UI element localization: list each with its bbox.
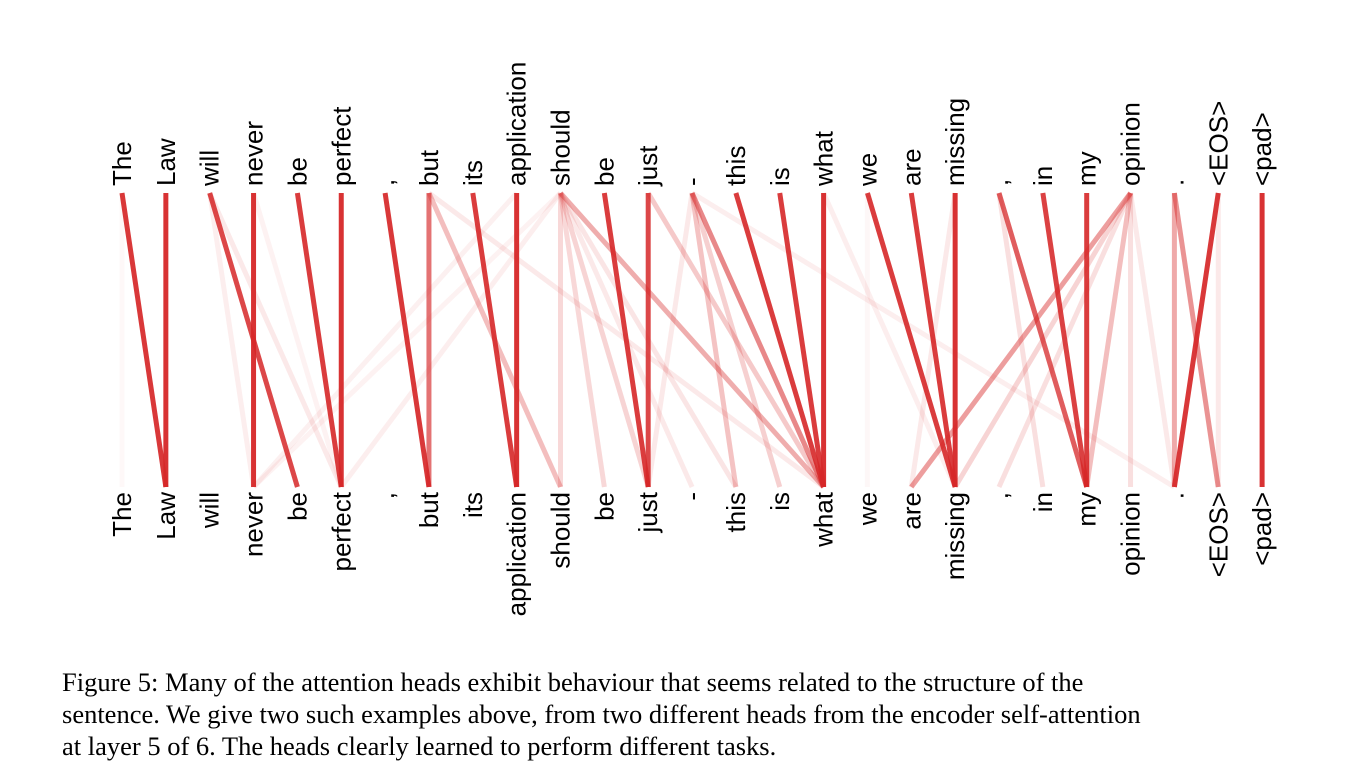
attention-edge-23-19 bbox=[953, 191, 1133, 489]
attention-edge-13-24 bbox=[690, 190, 1176, 490]
attention-edge-11-12 bbox=[601, 192, 651, 488]
bottom-token-label: but bbox=[414, 491, 444, 528]
attention-edge-20-22 bbox=[996, 192, 1090, 488]
attention-edge-10-12 bbox=[558, 192, 651, 488]
top-token-label: my bbox=[1072, 151, 1102, 186]
attention-edge-23-24 bbox=[1128, 192, 1177, 488]
top-token-label: should bbox=[546, 109, 576, 186]
bottom-token-label: , bbox=[984, 492, 1014, 499]
attention-edge-13-12 bbox=[645, 192, 695, 488]
attention-edge-0-1 bbox=[119, 192, 169, 488]
top-token-label: <EOS> bbox=[1203, 101, 1233, 186]
attention-edge-25-24 bbox=[1171, 192, 1221, 488]
attention-edge-10-11 bbox=[558, 192, 607, 488]
caption-line-2: sentence. We give two such examples abov… bbox=[62, 699, 1141, 729]
bottom-token-label: we bbox=[852, 492, 882, 526]
figure-caption: Figure 5: Many of the attention heads ex… bbox=[62, 666, 1312, 762]
top-token-label: Law bbox=[151, 138, 181, 186]
attention-edge-23-22 bbox=[1084, 192, 1134, 488]
attention-edge-6-7 bbox=[382, 192, 432, 488]
top-token-label: never bbox=[239, 121, 269, 186]
bottom-token-label: application bbox=[502, 492, 532, 616]
top-token-label: we bbox=[852, 153, 882, 187]
attention-edge-20-21 bbox=[996, 192, 1046, 488]
bottom-token-label: what bbox=[809, 491, 839, 548]
caption-line-3: at layer 5 of 6. The heads clearly learn… bbox=[62, 731, 777, 761]
attention-edge-12-16 bbox=[646, 191, 826, 489]
attention-edge-2-3 bbox=[207, 192, 257, 488]
bottom-token-label: Law bbox=[151, 492, 181, 540]
top-token-label: . bbox=[1159, 179, 1189, 186]
top-token-label: perfect bbox=[326, 106, 356, 186]
attention-edge-10-5 bbox=[339, 191, 563, 489]
top-token-label: are bbox=[896, 148, 926, 186]
bottom-token-label: are bbox=[896, 492, 926, 530]
attention-edge-9-3 bbox=[251, 191, 519, 489]
attention-edge-13-16 bbox=[689, 191, 826, 489]
top-token-label: opinion bbox=[1116, 102, 1146, 186]
bottom-token-label: opinion bbox=[1116, 492, 1146, 576]
top-token-label: its bbox=[458, 160, 488, 186]
bottom-token-label: never bbox=[239, 492, 269, 557]
bottom-token-label: <EOS> bbox=[1203, 492, 1233, 577]
bottom-token-label: should bbox=[546, 492, 576, 569]
attention-diagram: The Law will never be perfect, but its applicati… bbox=[107, 62, 1277, 617]
attention-edges bbox=[119, 190, 1265, 490]
attention-edge-15-16 bbox=[777, 192, 827, 488]
attention-edge-23-20 bbox=[996, 191, 1133, 489]
caption-line-1: Figure 5: Many of the attention heads ex… bbox=[62, 667, 1084, 697]
top-token-label: be bbox=[282, 157, 312, 186]
bottom-token-label: . bbox=[1159, 492, 1189, 499]
bottom-token-row: The Law will never be perfect, but its applicati… bbox=[107, 491, 1277, 616]
bottom-token-label: missing bbox=[940, 492, 970, 580]
top-token-row: The Law will never be perfect, but its applicati… bbox=[107, 62, 1277, 187]
bottom-token-label: just bbox=[633, 491, 663, 533]
bottom-token-label: its bbox=[458, 492, 488, 518]
top-token-label: just bbox=[633, 145, 663, 187]
attention-edge-4-5 bbox=[294, 192, 344, 488]
bottom-token-label: <pad> bbox=[1247, 492, 1277, 566]
bottom-token-label: be bbox=[282, 492, 312, 521]
attention-edge-3-5 bbox=[251, 192, 344, 488]
attention-edge-17-19 bbox=[865, 192, 958, 488]
top-token-label: <pad> bbox=[1247, 112, 1277, 186]
top-token-label: will bbox=[195, 150, 225, 187]
attention-edge-23-18 bbox=[909, 191, 1133, 489]
attention-edge-19-18 bbox=[908, 192, 958, 488]
attention-edge-8-9 bbox=[470, 192, 520, 488]
attention-edge-2-5 bbox=[207, 191, 344, 489]
top-token-label: application bbox=[502, 62, 532, 186]
bottom-token-label: perfect bbox=[326, 491, 356, 571]
bottom-token-label: - bbox=[677, 492, 707, 501]
top-token-label: but bbox=[414, 149, 444, 186]
bottom-token-label: my bbox=[1072, 492, 1102, 527]
attention-edge-10-3 bbox=[251, 191, 563, 489]
attention-edge-14-16 bbox=[733, 192, 826, 488]
attention-edge-10-16 bbox=[558, 191, 826, 489]
top-token-label: this bbox=[721, 146, 751, 186]
attention-edge-16-19 bbox=[821, 191, 958, 489]
top-token-label: , bbox=[370, 179, 400, 186]
bottom-token-label: will bbox=[195, 492, 225, 529]
bottom-token-label: is bbox=[765, 492, 795, 511]
top-token-label: is bbox=[765, 167, 795, 186]
top-token-label: what bbox=[809, 130, 839, 187]
attention-edge-18-19 bbox=[908, 192, 958, 488]
top-token-label: The bbox=[107, 141, 137, 186]
top-token-label: - bbox=[677, 177, 707, 186]
top-token-label: be bbox=[589, 157, 619, 186]
top-token-label: , bbox=[984, 179, 1014, 186]
bottom-token-label: be bbox=[589, 492, 619, 521]
attention-edge-13-14 bbox=[689, 192, 739, 488]
top-token-label: missing bbox=[940, 98, 970, 186]
bottom-token-label: this bbox=[721, 492, 751, 532]
bottom-token-label: in bbox=[1028, 492, 1058, 512]
bottom-token-label: , bbox=[370, 492, 400, 499]
attention-edge-13-15 bbox=[689, 192, 783, 488]
top-token-label: in bbox=[1028, 166, 1058, 186]
bottom-token-label: The bbox=[107, 492, 137, 537]
attention-edge-21-22 bbox=[1040, 192, 1090, 488]
